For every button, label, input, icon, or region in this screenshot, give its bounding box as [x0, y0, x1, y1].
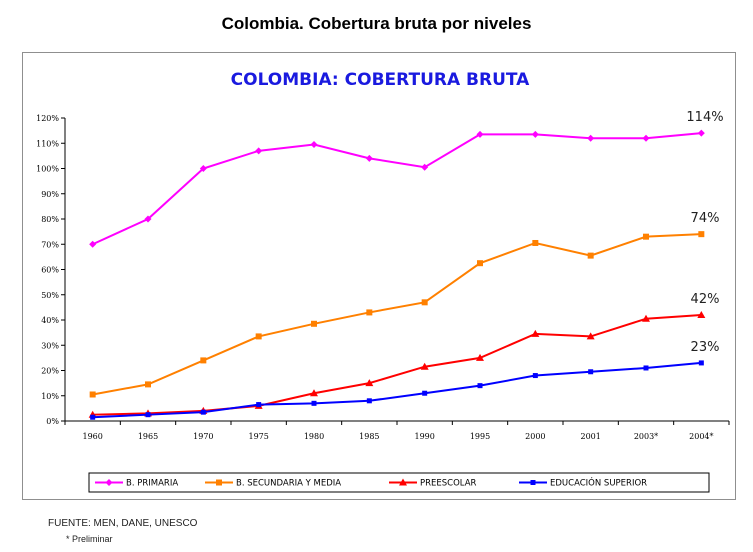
data-point [477, 260, 483, 267]
data-point [310, 389, 318, 397]
data-point [366, 309, 373, 316]
y-tick-label: 10% [41, 392, 59, 401]
x-tick-label: 2004* [689, 432, 713, 441]
data-point [216, 479, 222, 486]
data-point [643, 233, 649, 240]
data-point [421, 299, 428, 306]
end-label: 114% [686, 110, 723, 125]
data-point [256, 402, 262, 408]
y-tick-label: 90% [41, 190, 59, 199]
x-tick-label: 1980 [304, 432, 324, 441]
data-point [420, 362, 429, 370]
data-point [642, 134, 650, 142]
data-point [366, 398, 372, 404]
data-point [421, 163, 429, 171]
data-point [255, 147, 263, 155]
legend-label: PREESCOLAR [420, 479, 477, 489]
data-point [311, 400, 317, 406]
y-tick-label: 50% [41, 291, 59, 300]
x-tick-label: 2001 [580, 432, 600, 441]
data-point [532, 239, 539, 246]
data-point [200, 409, 206, 415]
legend-label: B. PRIMARIA [126, 479, 178, 489]
page-title: Colombia. Cobertura bruta por niveles [221, 14, 532, 33]
series-line [92, 233, 702, 396]
data-point [89, 240, 97, 248]
data-point [310, 141, 318, 149]
data-point [365, 154, 373, 162]
y-tick-label: 30% [41, 341, 59, 350]
end-label: 74% [691, 211, 720, 226]
data-point [588, 369, 594, 375]
data-point [530, 480, 536, 485]
data-point [697, 310, 706, 318]
legend-label: B. SECUNDARIA Y MEDIA [236, 479, 341, 489]
data-point [532, 373, 538, 379]
data-point [477, 383, 483, 389]
y-tick-label: 20% [41, 367, 59, 376]
chart-container: COLOMBIA: COBERTURA BRUTA 0% 10% 20% 30% 40% 5… [22, 52, 736, 500]
series-line [92, 361, 702, 419]
x-tick-label: 1970 [193, 432, 213, 441]
data-point [698, 231, 705, 238]
legend-label: EDUCACIÓN SUPERIOR [550, 477, 647, 489]
data-point [145, 412, 151, 418]
end-label: 42% [691, 292, 720, 307]
data-point [587, 134, 595, 142]
y-tick-label: 80% [41, 215, 59, 224]
data-point [422, 390, 428, 396]
data-point [145, 381, 151, 388]
data-point [643, 365, 649, 371]
chart-title: COLOMBIA: COBERTURA BRUTA [231, 70, 531, 90]
data-point [399, 478, 407, 486]
data-point [698, 360, 704, 366]
y-tick-label: 100% [36, 165, 59, 174]
y-tick-label: 110% [36, 139, 59, 148]
end-label: 23% [691, 340, 720, 355]
x-tick-label: 1965 [138, 432, 158, 441]
x-tick-label: 2000 [525, 432, 545, 441]
y-tick-label: 0% [46, 417, 59, 426]
data-point [365, 379, 374, 387]
data-point [311, 320, 317, 327]
x-tick-label: 1990 [414, 432, 434, 441]
footnote: * Preliminar [66, 534, 113, 544]
source-note: FUENTE: MEN, DANE, UNESCO [48, 518, 198, 529]
x-tick-label: 1960 [82, 432, 102, 441]
y-tick-label: 120% [36, 114, 59, 123]
data-point [531, 329, 540, 337]
data-point [144, 215, 152, 223]
data-point [642, 314, 650, 322]
data-point [90, 414, 96, 420]
series-line [92, 313, 702, 416]
data-point [255, 333, 262, 340]
x-tick-label: 1985 [359, 432, 379, 441]
x-tick-label: 2003* [634, 432, 658, 441]
data-point [531, 130, 539, 138]
data-point [105, 479, 113, 486]
x-tick-label: 1995 [470, 432, 490, 441]
line-chart: COLOMBIA: COBERTURA BRUTA 0% 10% 20% 30% 40% 5… [36, 70, 730, 493]
data-point [89, 391, 96, 398]
data-point [200, 357, 207, 364]
data-point [476, 353, 484, 361]
series-line [92, 132, 702, 246]
y-tick-label: 70% [41, 240, 59, 249]
y-tick-label: 60% [41, 266, 59, 275]
data-point [586, 332, 595, 340]
y-tick-label: 40% [41, 316, 59, 325]
data-point [199, 165, 207, 172]
data-point [697, 129, 705, 137]
data-point [587, 252, 594, 259]
data-point [476, 130, 484, 138]
x-tick-label: 1975 [248, 432, 268, 441]
